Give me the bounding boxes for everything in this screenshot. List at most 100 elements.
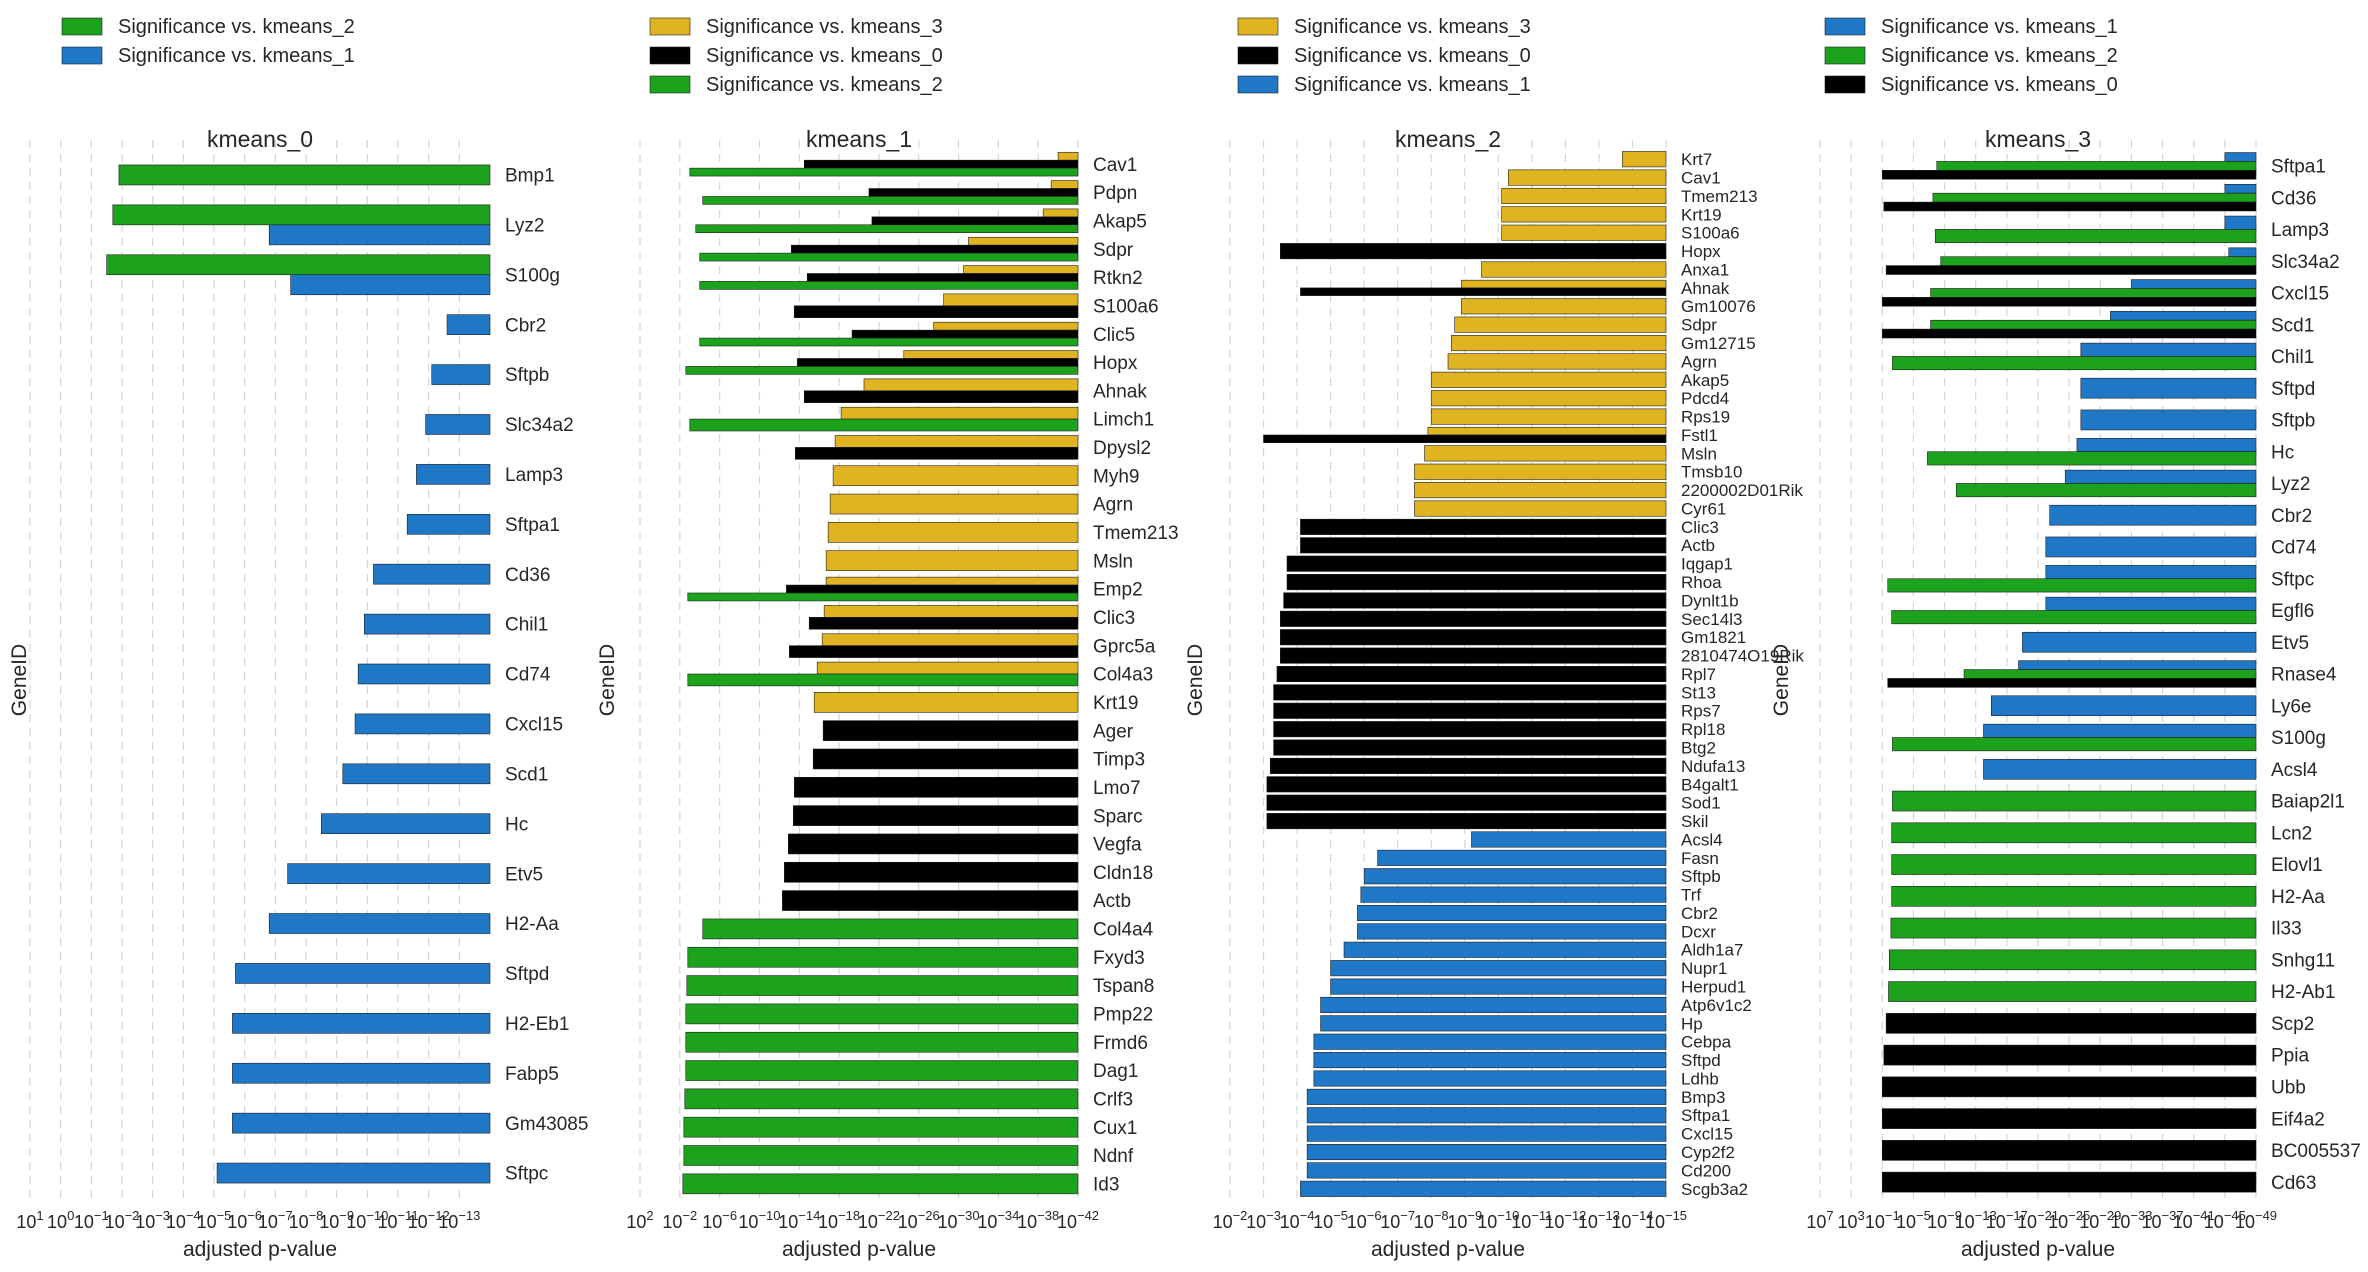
bar <box>1280 629 1667 646</box>
bar <box>1280 243 1667 260</box>
bar <box>1501 224 1667 241</box>
x-tick-label: 10−2 <box>1213 1208 1248 1232</box>
bar <box>687 592 1079 602</box>
bar <box>1892 737 2257 752</box>
x-tick-label: 10−34 <box>977 1208 1019 1232</box>
x-tick-label: 10−38 <box>1017 1208 1059 1232</box>
x-tick-label: 102 <box>626 1208 653 1232</box>
bar <box>1273 702 1667 719</box>
gene-label: H2-Aa <box>2271 887 2325 908</box>
gene-label: Cd74 <box>505 665 551 686</box>
bar <box>1269 757 1667 774</box>
legend-label: Significance vs. kmeans_1 <box>1294 74 1531 96</box>
gene-label: Elovl1 <box>2271 855 2323 876</box>
x-tick-label: 10−15 <box>1645 1208 1687 1232</box>
gene-label: Clic3 <box>1681 518 1719 537</box>
gene-label: Myh9 <box>1093 466 1139 487</box>
gene-label: Rhoa <box>1681 573 1722 592</box>
gene-label: Btg2 <box>1681 738 1716 757</box>
bar <box>431 364 491 385</box>
legend-label: Significance vs. kmeans_0 <box>706 45 943 67</box>
x-tick-label: 10−22 <box>858 1208 900 1232</box>
bar <box>1622 151 1667 168</box>
bar <box>825 550 1079 572</box>
x-tick-label: 10−8 <box>289 1208 324 1232</box>
x-tick-label: 10−10 <box>738 1208 780 1232</box>
gene-label: Scp2 <box>2271 1014 2314 1035</box>
gene-label: Chil1 <box>2271 347 2314 368</box>
gene-label: Timp3 <box>1093 750 1145 771</box>
gene-label: Id3 <box>1093 1174 1119 1195</box>
gene-label: Akap5 <box>1681 371 1729 390</box>
bar <box>782 890 1079 911</box>
bar <box>682 1173 1079 1195</box>
bar <box>1377 849 1667 866</box>
x-tick-label: 10−4 <box>166 1208 201 1232</box>
gene-label: Dcxr <box>1681 922 1716 941</box>
bar <box>1320 1015 1667 1032</box>
bar <box>803 159 1079 169</box>
gene-label: Cd36 <box>2271 188 2316 209</box>
x-tick-label: 10−3 <box>1246 1208 1281 1232</box>
bar <box>686 975 1079 996</box>
gene-label: Ahnak <box>1681 279 1730 298</box>
gene-label: Fstl1 <box>1681 426 1718 445</box>
gene-label: Ly6e <box>2271 696 2312 717</box>
bar <box>1930 319 2257 330</box>
bar <box>1955 483 2257 498</box>
gene-label: Emp2 <box>1093 580 1143 601</box>
bar <box>1306 1107 1667 1124</box>
bar <box>287 863 491 884</box>
bar <box>2224 152 2257 162</box>
bar <box>1050 180 1079 189</box>
gene-label: BC005537 <box>2271 1141 2361 1162</box>
bar <box>1940 256 2257 266</box>
bar <box>1414 500 1667 517</box>
legend-swatch <box>1824 17 1866 36</box>
bar <box>699 252 1079 262</box>
gene-label: Lamp3 <box>2271 220 2329 241</box>
bar <box>832 465 1079 487</box>
gene-label: Rtkn2 <box>1093 268 1143 289</box>
bar <box>784 861 1079 883</box>
bar <box>702 196 1079 205</box>
x-tick-label: 10−13 <box>1955 1208 1997 1232</box>
gene-label: Scd1 <box>2271 315 2314 336</box>
bar <box>1501 206 1667 223</box>
x-tick-label: 10−12 <box>1544 1208 1586 1232</box>
bar <box>106 254 491 276</box>
bar <box>373 563 491 585</box>
bar <box>1280 610 1667 627</box>
bar <box>683 1145 1079 1166</box>
bar <box>406 513 491 535</box>
gene-label: Lyz2 <box>2271 474 2310 495</box>
bar <box>216 1162 491 1184</box>
gene-label: Snhg11 <box>2271 950 2335 971</box>
gene-label: S100a6 <box>1093 296 1159 317</box>
bar <box>1447 353 1667 370</box>
y-axis-label: GeneID <box>1770 644 1793 716</box>
panel-kmeans_2: Significance vs. kmeans_3 Significance vs… <box>1184 16 1804 1261</box>
x-tick-label: 10−6 <box>702 1208 737 1232</box>
bar <box>1888 981 2257 1002</box>
x-tick-label: 10−11 <box>1511 1208 1552 1232</box>
bar <box>1357 923 1667 940</box>
bar <box>1273 739 1667 756</box>
gene-label: Etv5 <box>2271 633 2309 654</box>
gene-label: Sftpb <box>1681 867 1721 886</box>
bar <box>813 692 1079 713</box>
gene-label: Nupr1 <box>1681 959 1727 978</box>
legend-swatch <box>1824 46 1866 65</box>
bar <box>1885 265 2257 275</box>
bar <box>1300 1180 1667 1197</box>
gene-label: Fxyd3 <box>1093 948 1145 969</box>
gene-label: S100g <box>505 265 560 286</box>
x-tick-label: 10−26 <box>898 1208 940 1232</box>
gene-label: Chil1 <box>505 615 548 636</box>
gene-label: Lamp3 <box>505 465 563 486</box>
gene-label: Col4a4 <box>1093 920 1154 941</box>
bar <box>342 763 491 785</box>
x-tick-label: 10−1 <box>1865 1208 1900 1232</box>
bar <box>851 329 1079 339</box>
gene-label: Gm43085 <box>505 1114 588 1135</box>
